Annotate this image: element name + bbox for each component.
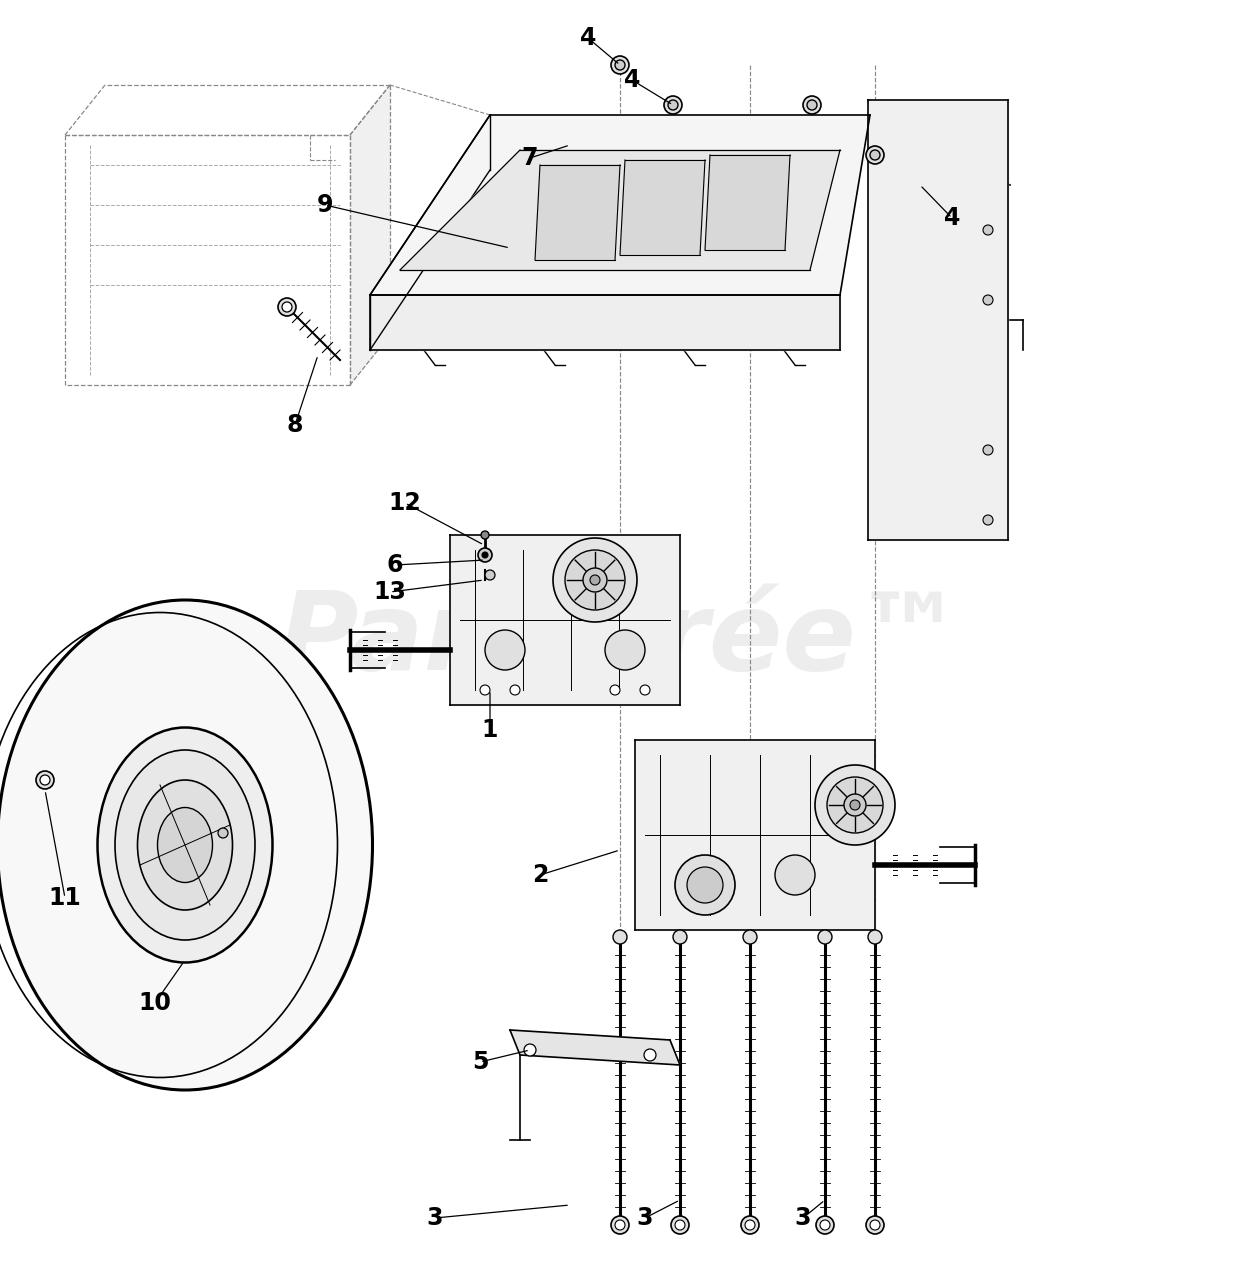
Text: 4: 4 <box>579 26 597 50</box>
Circle shape <box>815 765 895 845</box>
Circle shape <box>868 931 883 945</box>
Polygon shape <box>400 150 840 270</box>
Ellipse shape <box>158 808 213 882</box>
Polygon shape <box>635 740 875 931</box>
Text: 3: 3 <box>636 1206 654 1230</box>
Circle shape <box>815 1216 834 1234</box>
Circle shape <box>583 568 607 591</box>
Text: 1: 1 <box>482 718 498 742</box>
Circle shape <box>741 1216 759 1234</box>
Circle shape <box>282 302 292 312</box>
Text: 4: 4 <box>943 206 960 230</box>
Circle shape <box>827 777 883 833</box>
Circle shape <box>479 548 492 562</box>
Circle shape <box>983 445 993 454</box>
Circle shape <box>640 685 650 695</box>
Text: 13: 13 <box>374 580 406 604</box>
Circle shape <box>218 828 227 838</box>
Circle shape <box>675 855 735 915</box>
Circle shape <box>525 1044 536 1056</box>
Circle shape <box>612 1216 629 1234</box>
Circle shape <box>40 774 50 785</box>
Text: 11: 11 <box>48 886 81 910</box>
Circle shape <box>743 931 757 945</box>
Polygon shape <box>65 84 390 134</box>
Text: 8: 8 <box>287 413 303 436</box>
Text: 3: 3 <box>426 1206 444 1230</box>
Circle shape <box>774 855 815 895</box>
Circle shape <box>983 515 993 525</box>
Text: 12: 12 <box>389 492 421 515</box>
Circle shape <box>671 1216 689 1234</box>
Circle shape <box>36 771 53 788</box>
Text: 5: 5 <box>472 1050 488 1074</box>
Circle shape <box>613 931 626 945</box>
Circle shape <box>605 630 645 669</box>
Ellipse shape <box>116 750 255 940</box>
Circle shape <box>844 794 866 817</box>
Circle shape <box>745 1220 755 1230</box>
Circle shape <box>644 1050 656 1061</box>
Circle shape <box>485 570 495 580</box>
Circle shape <box>870 1220 880 1230</box>
Circle shape <box>615 60 625 70</box>
Circle shape <box>553 538 636 622</box>
Circle shape <box>278 298 296 316</box>
Circle shape <box>612 56 629 74</box>
Ellipse shape <box>138 780 232 910</box>
Circle shape <box>664 96 682 114</box>
Circle shape <box>870 150 880 160</box>
Text: 2: 2 <box>532 863 548 887</box>
Polygon shape <box>534 165 620 260</box>
Circle shape <box>510 685 520 695</box>
Circle shape <box>687 867 723 902</box>
Polygon shape <box>65 134 351 385</box>
Circle shape <box>807 100 817 110</box>
Circle shape <box>850 800 860 810</box>
Polygon shape <box>620 160 705 255</box>
Polygon shape <box>370 115 870 294</box>
Text: 10: 10 <box>138 991 172 1015</box>
Circle shape <box>481 531 488 539</box>
Text: 7: 7 <box>522 146 538 170</box>
Polygon shape <box>370 294 840 349</box>
Circle shape <box>615 1220 625 1230</box>
Text: PartsTrée™: PartsTrée™ <box>278 588 965 692</box>
Circle shape <box>590 575 600 585</box>
Ellipse shape <box>97 727 272 963</box>
Polygon shape <box>370 115 490 349</box>
Polygon shape <box>510 1030 680 1065</box>
Text: 3: 3 <box>794 1206 812 1230</box>
Polygon shape <box>705 155 791 250</box>
Polygon shape <box>450 535 680 705</box>
Circle shape <box>610 685 620 695</box>
Circle shape <box>480 685 490 695</box>
Circle shape <box>983 225 993 236</box>
Circle shape <box>820 1220 830 1230</box>
Circle shape <box>672 931 687 945</box>
Circle shape <box>866 146 884 164</box>
Ellipse shape <box>0 600 373 1091</box>
Circle shape <box>866 1216 884 1234</box>
Circle shape <box>818 931 832 945</box>
Circle shape <box>482 552 488 558</box>
Text: 4: 4 <box>624 68 640 92</box>
Polygon shape <box>868 100 1008 540</box>
Circle shape <box>485 630 525 669</box>
Circle shape <box>667 100 677 110</box>
Circle shape <box>803 96 820 114</box>
Text: 6: 6 <box>387 553 403 577</box>
Circle shape <box>983 294 993 305</box>
Polygon shape <box>351 84 390 385</box>
Text: 9: 9 <box>317 193 333 218</box>
Circle shape <box>566 550 625 611</box>
Circle shape <box>675 1220 685 1230</box>
